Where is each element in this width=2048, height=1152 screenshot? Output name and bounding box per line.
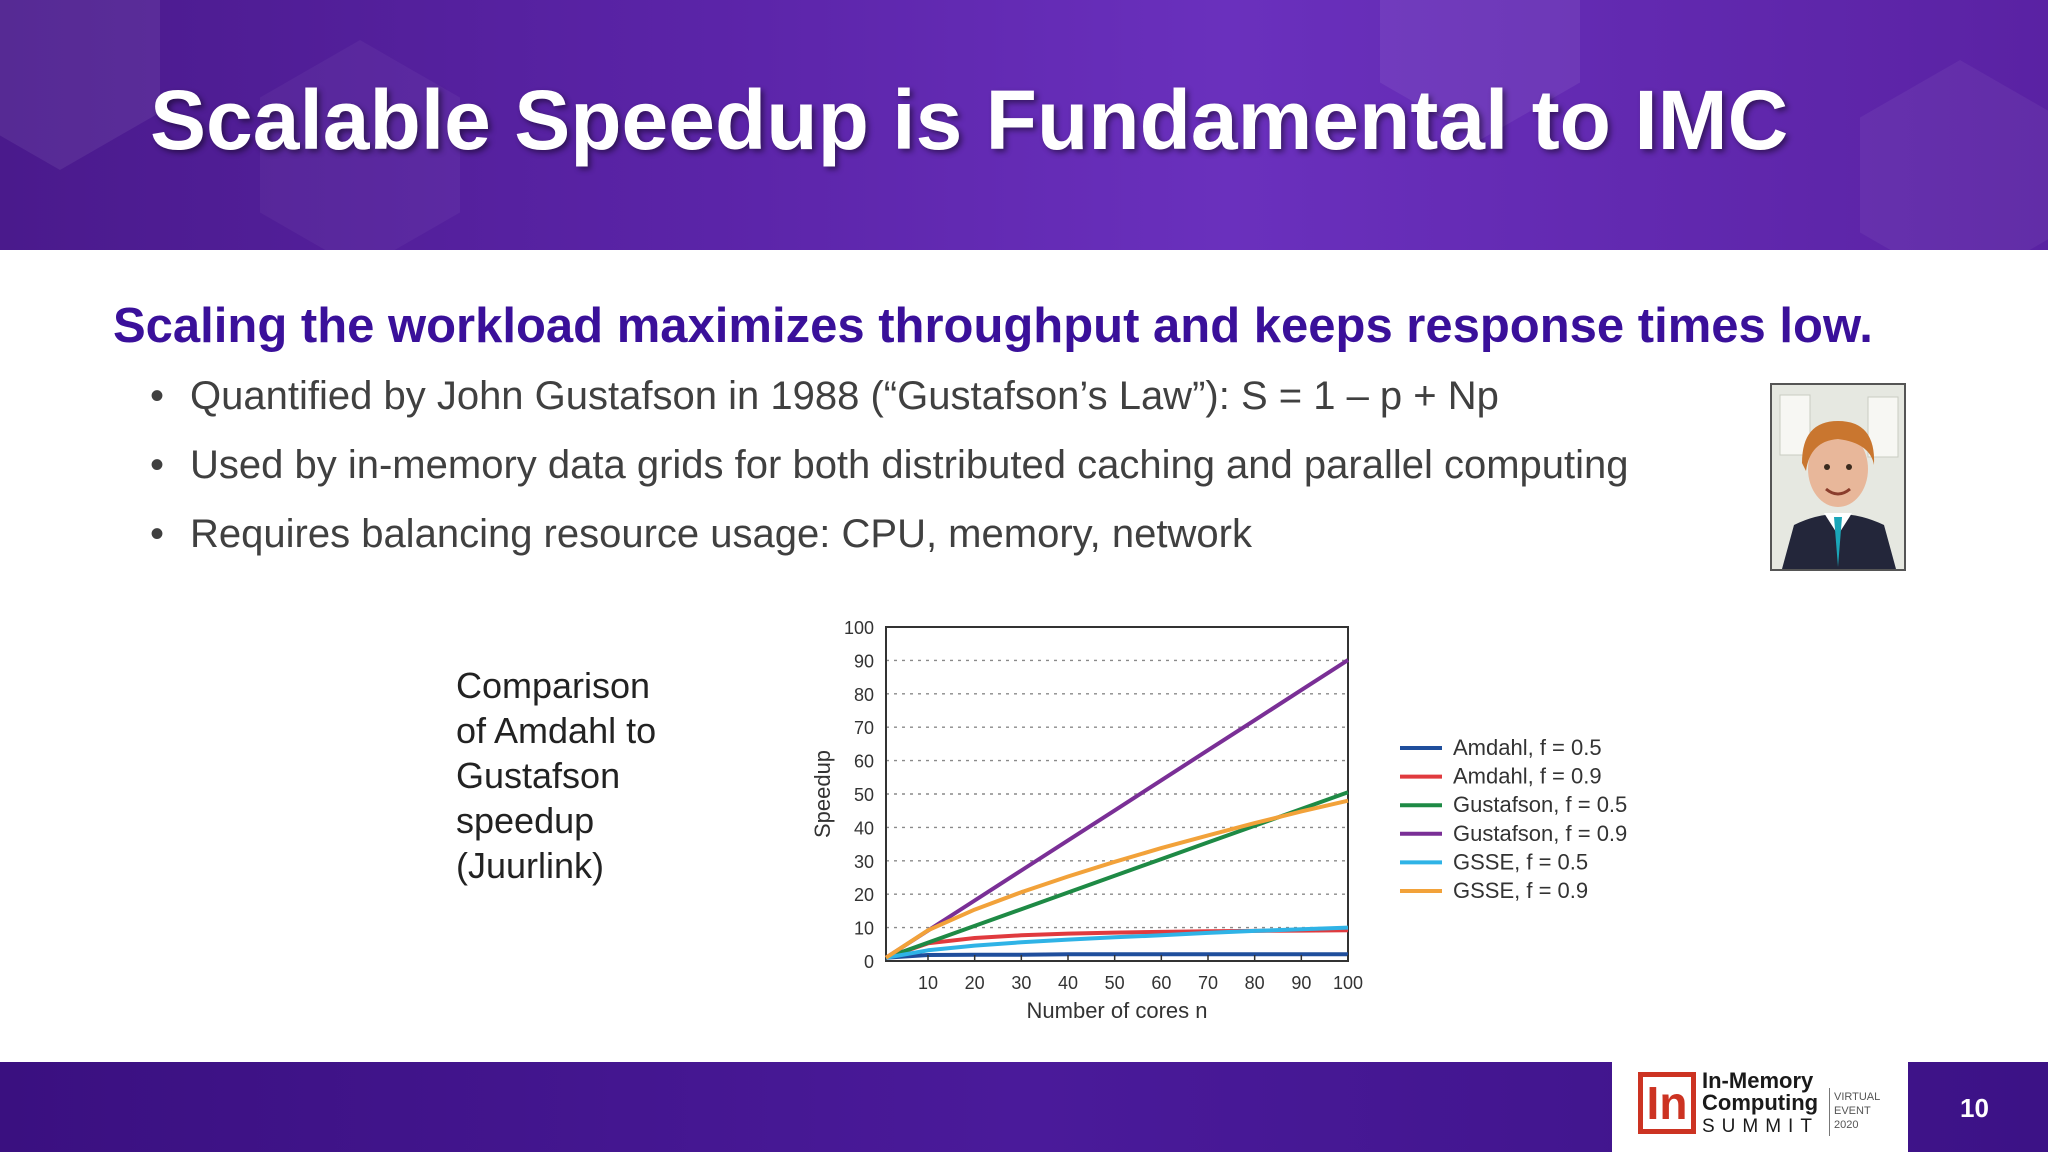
portrait-photo: [1770, 383, 1906, 571]
x-tick-label: 90: [1291, 973, 1311, 993]
hexagon-decoration: [1860, 60, 2048, 250]
x-tick-label: 80: [1245, 973, 1265, 993]
chart-legend: Amdahl, f = 0.5 Amdahl, f = 0.9 Gustafson,…: [1400, 735, 1627, 903]
chart-caption: Comparison of Amdahl to Gustafson speedu…: [456, 663, 716, 888]
x-tick-label: 20: [965, 973, 985, 993]
legend-label: GSSE, f = 0.9: [1453, 878, 1588, 903]
y-tick-label: 100: [844, 618, 874, 638]
logo-mark: In: [1638, 1072, 1696, 1134]
caption-line: Gustafson: [456, 755, 621, 796]
y-tick-label: 0: [864, 952, 874, 972]
bullet-item: Used by in-memory data grids for both di…: [150, 441, 1629, 510]
caption-line: Comparison: [456, 665, 651, 706]
x-tick-label: 60: [1151, 973, 1171, 993]
portrait-illustration: [1772, 385, 1904, 569]
logo-line-3: SUMMIT: [1702, 1116, 1819, 1137]
slide-title: Scalable Speedup is Fundamental to IMC: [150, 73, 1789, 167]
y-tick-label: 40: [854, 818, 874, 838]
caption-line: (Juurlink): [456, 845, 605, 886]
y-axis-label: Speedup: [810, 750, 835, 838]
summit-logo: In In-Memory Computing SUMMIT VIRTUAL EV…: [1612, 1062, 1908, 1152]
legend-label: GSSE, f = 0.5: [1453, 849, 1588, 874]
hexagon-decoration: [0, 0, 160, 170]
logo-event-line: VIRTUAL: [1834, 1091, 1881, 1103]
x-tick-label: 70: [1198, 973, 1218, 993]
x-tick-label: 50: [1105, 973, 1125, 993]
caption-line: of Amdahl to: [456, 710, 657, 751]
legend-label: Gustafson, f = 0.5: [1453, 792, 1627, 817]
series-line: [884, 658, 1350, 960]
bullet-item: Quantified by John Gustafson in 1988 (“G…: [150, 372, 1629, 441]
y-tick-label: 50: [854, 785, 874, 805]
logo-event-text: VIRTUAL EVENT 2020: [1834, 1090, 1880, 1132]
y-tick-label: 70: [854, 718, 874, 738]
series-line: [885, 952, 1348, 960]
logo-event-line: EVENT: [1834, 1105, 1871, 1117]
logo-line-1: In-Memory: [1702, 1068, 1814, 1093]
bullet-item: Requires balancing resource usage: CPU, …: [150, 510, 1629, 579]
y-tick-label: 20: [854, 885, 874, 905]
y-tick-label: 80: [854, 685, 874, 705]
chart-series: [884, 658, 1350, 960]
y-tick-label: 10: [854, 919, 874, 939]
y-tick-label: 30: [854, 852, 874, 872]
series-line: [884, 798, 1349, 960]
y-tick-label: 90: [854, 651, 874, 671]
chart-gridlines: [886, 659, 1348, 929]
page-number: 10: [1960, 1093, 1989, 1123]
logo-divider: [1829, 1088, 1830, 1136]
slide-subtitle: Scaling the workload maximizes throughpu…: [113, 299, 1873, 353]
logo-line-2: Computing: [1702, 1090, 1819, 1115]
legend-label: Gustafson, f = 0.9: [1453, 821, 1627, 846]
x-tick-label: 30: [1011, 973, 1031, 993]
chart-ticks: 0 10 20 30 40 50 60 70 80 90 100 10 20 30 40 50 60 70 80 90…: [844, 618, 1363, 993]
legend-label: Amdahl, f = 0.5: [1453, 735, 1602, 760]
title-banner: Scalable Speedup is Fundamental to IMC: [0, 0, 2048, 250]
logo-event-line: 2020: [1834, 1119, 1859, 1131]
x-tick-label: 40: [1058, 973, 1078, 993]
legend-label: Amdahl, f = 0.9: [1453, 764, 1602, 789]
x-tick-label: 100: [1333, 973, 1363, 993]
x-tick-label: 10: [918, 973, 938, 993]
y-tick-label: 60: [854, 752, 874, 772]
caption-line: speedup: [456, 800, 595, 841]
x-axis-label: Number of cores n: [1027, 998, 1208, 1023]
series-line: [885, 925, 1349, 960]
bullet-list: Quantified by John Gustafson in 1988 (“G…: [150, 372, 1629, 579]
speedup-chart: 0 10 20 30 40 50 60 70 80 90 100 10 20 30 40 50 60 70 80 90…: [810, 618, 1627, 1023]
